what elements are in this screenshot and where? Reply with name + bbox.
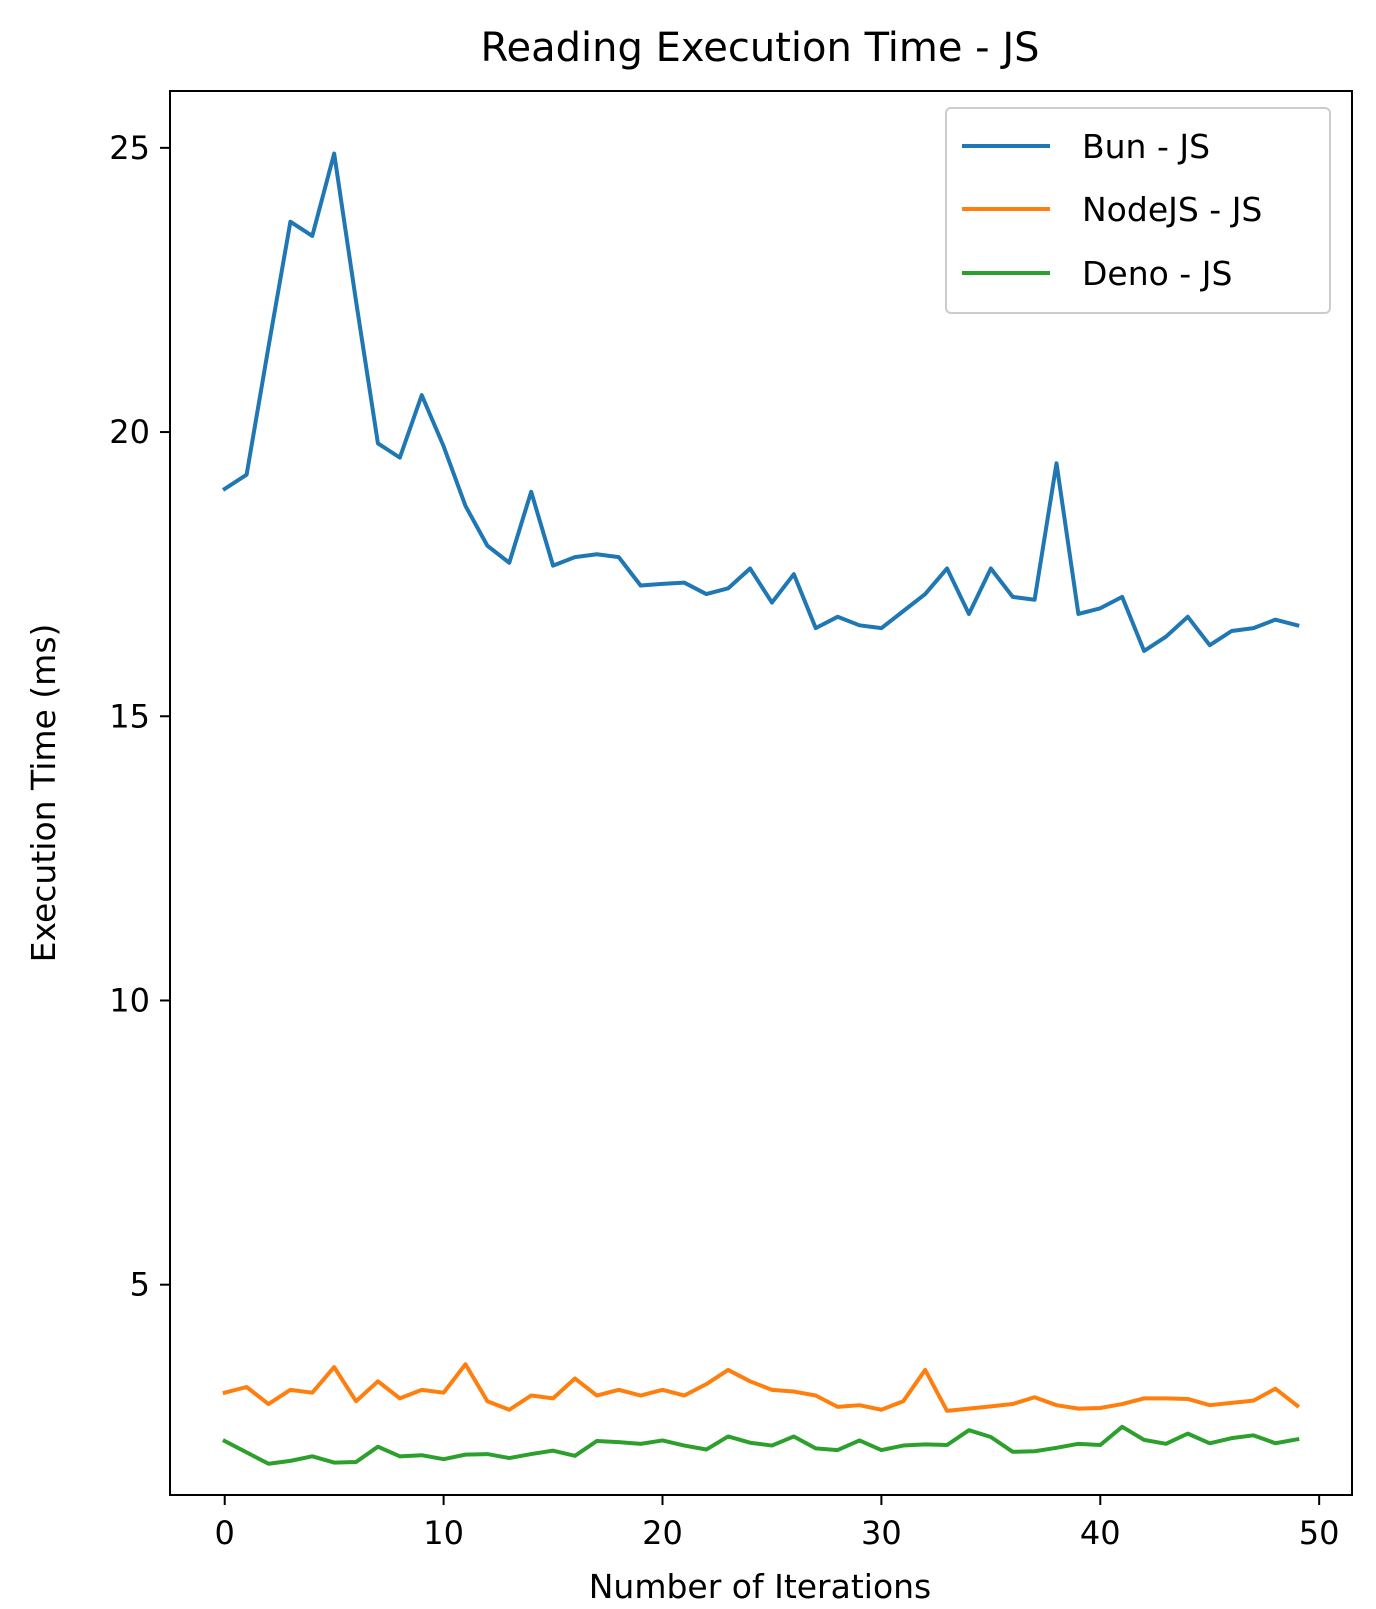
x-tick-label: 0: [215, 1514, 235, 1552]
y-tick-label: 20: [109, 413, 150, 451]
legend-box: [945, 107, 1331, 314]
series-line-bun: [221, 151, 1300, 653]
x-tick-label: 50: [1299, 1514, 1340, 1552]
y-axis-ticks: 5 10 15 20 25: [109, 129, 170, 1304]
y-axis-label: Execution Time (ms): [24, 624, 63, 963]
series-layer: [221, 151, 1301, 1466]
x-tick-label: 20: [642, 1514, 683, 1552]
y-tick-label: 5: [130, 1266, 150, 1304]
legend-label-deno: Deno - JS: [1082, 254, 1232, 293]
y-tick-label: 25: [109, 129, 150, 167]
x-tick-label: 10: [423, 1514, 464, 1552]
x-tick-label: 40: [1080, 1514, 1121, 1552]
plot-area-frame: [169, 90, 1353, 1496]
series-line-nodejs: [222, 1362, 1301, 1413]
x-axis-ticks: 0 10 20 30 40 50: [215, 1495, 1340, 1552]
y-tick-label: 10: [109, 981, 150, 1019]
y-tick-label: 15: [109, 697, 150, 735]
legend: Bun - JS NodeJS - JS Deno - JS: [945, 107, 1331, 314]
x-tick-label: 30: [861, 1514, 902, 1552]
chart-title: Reading Execution Time - JS: [480, 25, 1039, 71]
x-axis-label: Number of Iterations: [589, 1567, 932, 1606]
legend-label-bun: Bun - JS: [1082, 127, 1210, 166]
legend-label-nodejs: NodeJS - JS: [1082, 190, 1262, 229]
series-line-deno: [222, 1424, 1300, 1466]
